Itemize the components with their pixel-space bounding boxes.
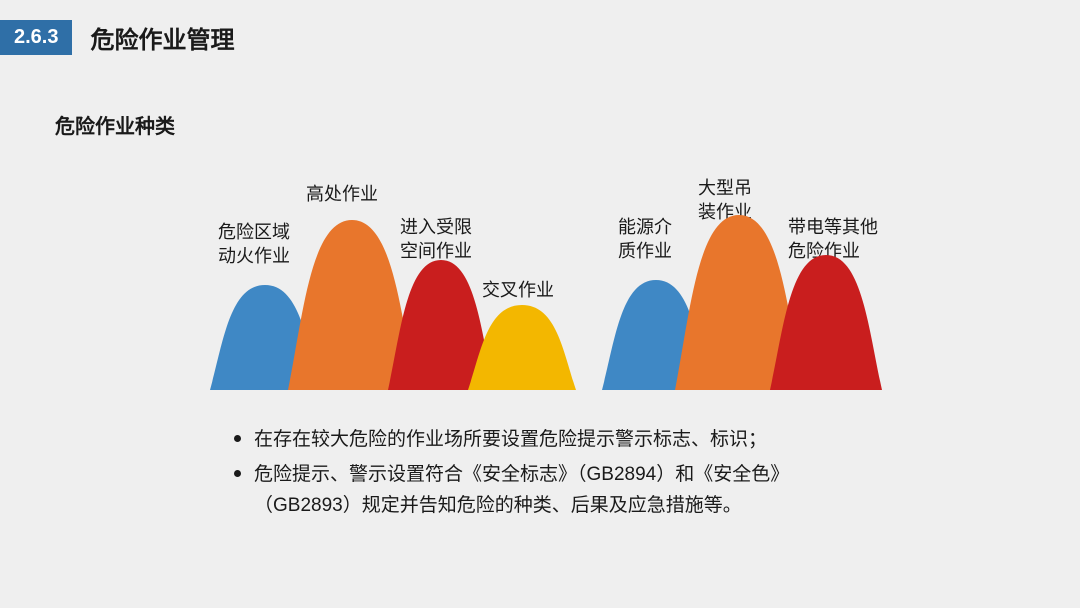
hump-shape <box>468 305 576 390</box>
bullet-item: 危险提示、警示设置符合《安全标志》（GB2894）和《安全色》（GB2893）规… <box>254 455 870 521</box>
bullet-list: 在存在较大危险的作业场所要设置危险提示警示标志、标识；危险提示、警示设置符合《安… <box>230 420 870 521</box>
section-title: 危险作业管理 <box>90 20 234 55</box>
humps-chart: 危险区域动火作业高处作业进入受限空间作业交叉作业能源介质作业大型吊装作业带电等其… <box>210 160 890 390</box>
bullet-item: 在存在较大危险的作业场所要设置危险提示警示标志、标识； <box>254 420 870 455</box>
section-number-badge: 2.6.3 <box>0 20 72 55</box>
header: 2.6.3 危险作业管理 <box>0 0 1080 55</box>
hump-label: 高处作业 <box>306 182 378 206</box>
hump-shape <box>770 255 882 390</box>
hump-label: 危险区域动火作业 <box>218 220 290 269</box>
hump-label: 能源介质作业 <box>618 215 672 264</box>
subtitle: 危险作业种类 <box>55 110 1080 139</box>
